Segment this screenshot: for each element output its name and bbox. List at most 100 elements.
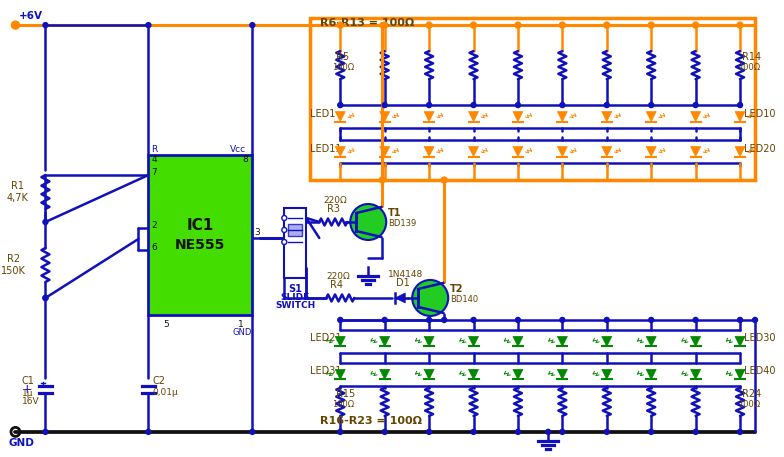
Polygon shape xyxy=(646,336,656,346)
Text: R3: R3 xyxy=(327,204,340,214)
Polygon shape xyxy=(557,147,568,157)
Polygon shape xyxy=(424,112,434,122)
Polygon shape xyxy=(379,147,390,157)
Polygon shape xyxy=(336,369,345,379)
Polygon shape xyxy=(336,147,345,157)
Circle shape xyxy=(426,318,432,323)
Circle shape xyxy=(12,21,20,29)
Circle shape xyxy=(43,296,48,300)
Text: R24: R24 xyxy=(742,389,761,399)
Text: R6-R13 = 100Ω: R6-R13 = 100Ω xyxy=(321,18,415,28)
Text: BD139: BD139 xyxy=(388,219,416,228)
Text: GND: GND xyxy=(232,328,252,337)
Text: 3: 3 xyxy=(254,228,260,237)
Circle shape xyxy=(648,318,654,323)
Polygon shape xyxy=(469,369,478,379)
Text: BD140: BD140 xyxy=(450,295,478,304)
Text: 220Ω: 220Ω xyxy=(323,196,347,205)
Text: 7: 7 xyxy=(151,168,157,177)
Circle shape xyxy=(426,22,432,28)
Circle shape xyxy=(560,430,564,434)
Circle shape xyxy=(471,318,476,323)
Polygon shape xyxy=(691,112,701,122)
Circle shape xyxy=(648,430,654,434)
Text: NE555: NE555 xyxy=(175,238,226,252)
Circle shape xyxy=(43,296,48,300)
Circle shape xyxy=(738,430,742,434)
Text: 220Ω: 220Ω xyxy=(326,272,350,281)
Text: GND: GND xyxy=(9,438,34,448)
Circle shape xyxy=(441,318,447,323)
Circle shape xyxy=(737,22,743,28)
Polygon shape xyxy=(602,147,612,157)
Circle shape xyxy=(382,102,387,107)
Circle shape xyxy=(250,430,255,434)
Polygon shape xyxy=(557,112,568,122)
Text: LED30: LED30 xyxy=(744,334,775,343)
Polygon shape xyxy=(379,369,390,379)
Polygon shape xyxy=(646,369,656,379)
Text: 2: 2 xyxy=(151,221,157,230)
Polygon shape xyxy=(735,147,745,157)
Circle shape xyxy=(604,22,610,28)
Text: 4: 4 xyxy=(151,155,157,164)
Circle shape xyxy=(281,216,287,221)
Circle shape xyxy=(338,102,343,107)
Polygon shape xyxy=(424,369,434,379)
Circle shape xyxy=(379,177,385,183)
Text: T2: T2 xyxy=(450,284,463,294)
Circle shape xyxy=(560,102,564,107)
Circle shape xyxy=(471,430,476,434)
Polygon shape xyxy=(513,369,523,379)
Circle shape xyxy=(515,318,521,323)
Polygon shape xyxy=(336,112,345,122)
Polygon shape xyxy=(557,336,568,346)
Circle shape xyxy=(382,430,387,434)
Circle shape xyxy=(604,102,609,107)
Circle shape xyxy=(753,318,757,323)
Polygon shape xyxy=(469,112,478,122)
Circle shape xyxy=(426,430,432,434)
Text: LED1: LED1 xyxy=(310,109,336,118)
Text: T1: T1 xyxy=(388,208,401,218)
Circle shape xyxy=(441,177,447,183)
Text: LED10: LED10 xyxy=(744,109,775,118)
Circle shape xyxy=(382,318,387,323)
Bar xyxy=(148,155,252,315)
Circle shape xyxy=(738,102,742,107)
Circle shape xyxy=(648,22,654,28)
Circle shape xyxy=(43,219,48,224)
Text: R1
4,7K: R1 4,7K xyxy=(6,181,28,203)
Polygon shape xyxy=(691,336,701,346)
Text: S1: S1 xyxy=(289,284,302,294)
Text: R5: R5 xyxy=(336,52,350,62)
Polygon shape xyxy=(691,369,701,379)
Circle shape xyxy=(470,22,477,28)
Text: 1µ: 1µ xyxy=(21,389,33,398)
Text: SLIDE: SLIDE xyxy=(281,293,310,302)
Circle shape xyxy=(471,102,476,107)
Text: LED20: LED20 xyxy=(744,143,775,154)
Polygon shape xyxy=(379,112,390,122)
Text: 1: 1 xyxy=(238,320,244,329)
Text: 100Ω: 100Ω xyxy=(738,63,760,72)
Polygon shape xyxy=(691,147,701,157)
Bar xyxy=(310,18,755,180)
Text: R16-R23 = 100Ω: R16-R23 = 100Ω xyxy=(321,416,423,426)
Circle shape xyxy=(426,102,432,107)
Circle shape xyxy=(560,318,564,323)
Text: LED11: LED11 xyxy=(310,143,342,154)
Polygon shape xyxy=(735,336,745,346)
Text: 8: 8 xyxy=(242,155,248,164)
Circle shape xyxy=(146,430,151,434)
Polygon shape xyxy=(557,369,568,379)
Polygon shape xyxy=(513,112,523,122)
Text: R15: R15 xyxy=(336,389,355,399)
Polygon shape xyxy=(735,112,745,122)
Circle shape xyxy=(382,22,387,28)
Circle shape xyxy=(515,430,521,434)
Text: C1: C1 xyxy=(21,376,34,386)
Bar xyxy=(285,208,307,278)
Polygon shape xyxy=(379,336,390,346)
Text: 16V: 16V xyxy=(21,397,39,406)
